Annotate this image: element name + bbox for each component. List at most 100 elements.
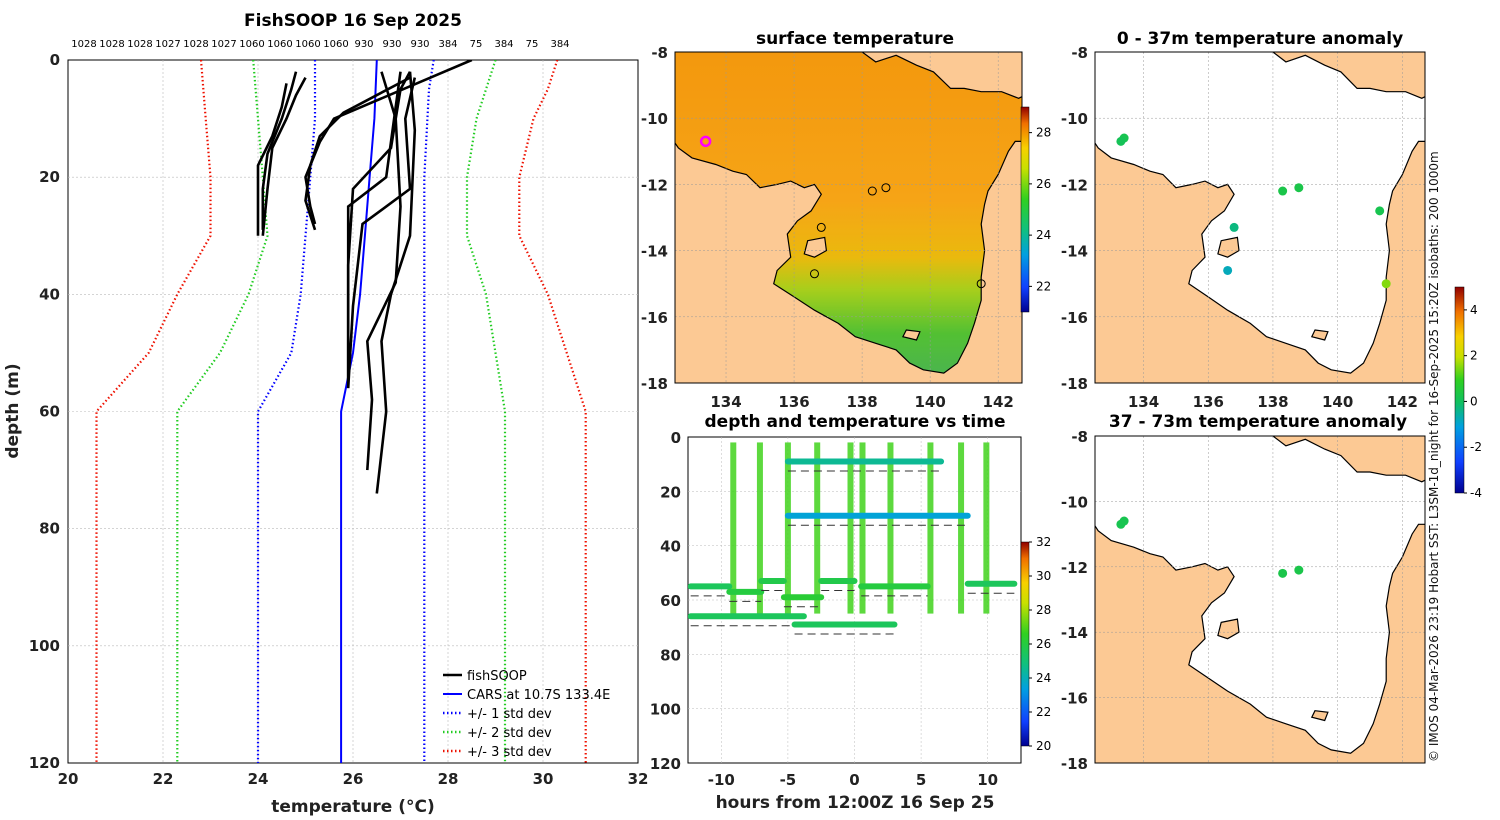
profile-legend-label: fishSOOP [467, 669, 527, 684]
profile-xtick-label: 22 [153, 770, 174, 788]
profile-xtick-label: 24 [248, 770, 269, 788]
time-depth-colorbar-label: 28 [1036, 603, 1051, 617]
time-depth-xtick-label: 5 [916, 771, 926, 789]
map-ytick-label: -12 [641, 176, 668, 194]
profile-xtick-label: 26 [343, 770, 364, 788]
cast-vertical-track [814, 442, 821, 614]
profile-series-line [518, 60, 587, 763]
profile-series-line [423, 60, 435, 763]
sst-colorbar-label: 28 [1036, 126, 1051, 140]
time-depth-xtick-label: 0 [849, 771, 859, 789]
map-ytick-label: -18 [1061, 375, 1088, 393]
anomaly-lower-ticks: -8 -10 -12 -14 -16 -18 [1061, 428, 1088, 773]
profile-top-axis-label: 1028 [99, 39, 124, 50]
cast-vertical-track [887, 442, 894, 614]
profile-series-line [346, 77, 417, 389]
profile-ticks: 20 22 24 26 28 30 32 0 20 40 60 80 100 120 [29, 51, 649, 788]
anomaly-upper-point [1381, 279, 1391, 289]
profile-top-axis-label: 1060 [267, 39, 292, 50]
anomaly-lower-points [1116, 516, 1304, 578]
map-xtick-label: 136 [778, 393, 809, 411]
map-xtick-label: 142 [1387, 393, 1418, 411]
sst-land [675, 52, 1022, 383]
profile-series-line [304, 76, 411, 231]
profile-xlabel: temperature (°C) [271, 797, 435, 817]
time-depth-xtick-label: -10 [708, 771, 735, 789]
profile-legend-label: CARS at 10.7S 133.4E [467, 688, 610, 703]
profile-series-line [365, 71, 402, 471]
anomaly-lower-land [1095, 436, 1425, 763]
cast-vertical-track [983, 442, 990, 614]
sst-colorbar-label: 26 [1036, 177, 1051, 191]
profile-location-marker [816, 222, 826, 232]
map-ytick-label: -16 [1061, 309, 1088, 327]
time-depth-ytick-label: 0 [671, 429, 681, 447]
anomaly-lower-grid [1095, 436, 1425, 763]
profile-top-axis-label: 930 [382, 39, 401, 50]
map-ytick-label: -12 [1061, 176, 1088, 194]
profile-top-axis-label: 1060 [239, 39, 264, 50]
profile-ytick-label: 60 [39, 403, 60, 421]
profile-xtick-label: 20 [58, 770, 79, 788]
profile-series-line [256, 83, 288, 236]
profile-lines [95, 60, 587, 763]
time-depth-ytick-label: 20 [660, 483, 681, 501]
map-ytick-label: -10 [1061, 493, 1088, 511]
time-depth-colorbar-label: 20 [1036, 739, 1051, 753]
profile-legend-label: +/- 3 std dev [467, 745, 552, 760]
anomaly-colorbar-label: -2 [1470, 440, 1482, 454]
time-depth-colorbar-label: 22 [1036, 705, 1051, 719]
cast-vertical-track [756, 442, 763, 614]
profile-location-marker [809, 269, 819, 279]
profile-top-axis: 1028 1028 1028 1027 1028 1027 1060 1060 1060 1060… [71, 39, 569, 50]
map-xtick-label: 138 [1257, 393, 1288, 411]
sst-colorbar-label: 22 [1036, 279, 1051, 293]
profile-series-line [256, 60, 317, 763]
profile-legend-label: +/- 2 std dev [467, 726, 552, 741]
cast-vertical-track [730, 442, 737, 614]
sst-map-panel: surface temperature 134 136 138 140 142 -8 -10… [641, 29, 1051, 411]
time-depth-xlabel: hours from 12:00Z 16 Sep 25 [716, 793, 995, 813]
profile-top-axis-label: 930 [410, 39, 429, 50]
sst-ticks: 134 136 138 140 142 -8 -10 -12 -14 -16 -18 [641, 44, 1014, 411]
anomaly-colorbar-label: 2 [1470, 349, 1478, 363]
anomaly-upper-ticks: 134 136 138 140 142 -8 -10 -12 -14 -16 -18 [1061, 44, 1418, 411]
time-depth-xtick-label: 10 [977, 771, 998, 789]
anomaly-lower-point [1294, 565, 1304, 575]
profile-xtick-label: 32 [628, 770, 649, 788]
profile-ylabel: depth (m) [3, 363, 23, 458]
anomaly-upper-title: 0 - 37m temperature anomaly [1117, 29, 1403, 49]
anomaly-colorbar-label: -4 [1470, 486, 1482, 500]
sst-colorbar-ticks: 22 24 26 28 [1029, 126, 1051, 293]
anomaly-lower-field [1095, 436, 1425, 763]
anomaly-lower-point [1278, 568, 1288, 578]
profile-series-line [261, 76, 307, 236]
profile-top-axis-label: 75 [526, 39, 539, 50]
profile-series-line [346, 71, 402, 383]
profile-location-marker [867, 186, 877, 196]
cast-vertical-track [927, 442, 934, 614]
profile-series-line [176, 60, 269, 763]
profile-top-axis-label: 75 [470, 39, 483, 50]
figure-title: FishSOOP 16 Sep 2025 [244, 11, 462, 31]
time-depth-data [688, 442, 1018, 635]
map-xtick-label: 136 [1193, 393, 1224, 411]
profile-legend-label: +/- 1 std dev [467, 707, 552, 722]
time-depth-ytick-label: 40 [660, 538, 681, 556]
time-depth-ytick-label: 120 [650, 755, 681, 773]
profile-top-axis-label: 1028 [127, 39, 152, 50]
sst-grid [675, 52, 1022, 383]
profile-series-line [465, 60, 507, 763]
time-depth-colorbar-label: 24 [1036, 671, 1051, 685]
profile-top-axis-label: 1060 [295, 39, 320, 50]
profile-series-line [95, 60, 212, 763]
map-ytick-label: -10 [1061, 110, 1088, 128]
map-ytick-label: -16 [1061, 690, 1088, 708]
map-xtick-label: 140 [1322, 393, 1353, 411]
profile-legend: fishSOOP CARS at 10.7S 133.4E +/- 1 std de… [443, 669, 610, 760]
anomaly-upper-panel: 0 - 37m temperature anomaly 134 136 138 140… [1061, 29, 1426, 411]
anomaly-upper-point [1223, 265, 1233, 275]
time-depth-colorbar-label: 30 [1036, 569, 1051, 583]
